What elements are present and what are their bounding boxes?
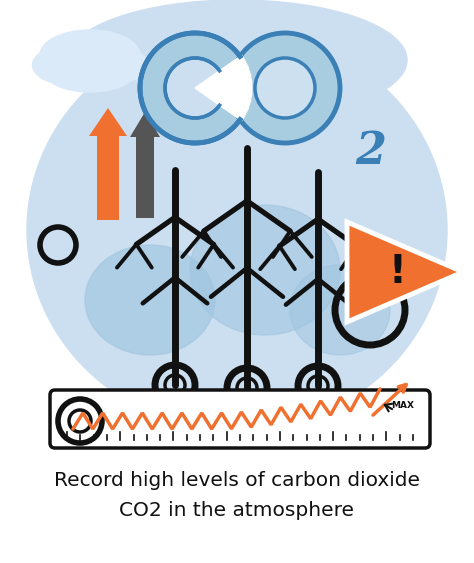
Ellipse shape — [45, 52, 135, 92]
Ellipse shape — [27, 30, 447, 430]
Ellipse shape — [40, 30, 140, 80]
Circle shape — [165, 58, 225, 118]
Ellipse shape — [190, 205, 340, 335]
Ellipse shape — [85, 245, 215, 355]
Ellipse shape — [290, 265, 390, 355]
Text: CO2 in the atmosphere: CO2 in the atmosphere — [119, 501, 355, 520]
Ellipse shape — [88, 47, 148, 83]
Ellipse shape — [33, 46, 98, 84]
Text: MAX: MAX — [392, 401, 414, 410]
Circle shape — [140, 33, 250, 143]
Polygon shape — [347, 222, 463, 322]
FancyBboxPatch shape — [50, 390, 430, 448]
Text: Record high levels of carbon dioxide: Record high levels of carbon dioxide — [54, 471, 420, 489]
Text: 2: 2 — [355, 130, 386, 173]
Ellipse shape — [67, 0, 407, 120]
Polygon shape — [89, 108, 127, 220]
Wedge shape — [195, 55, 252, 120]
Circle shape — [255, 58, 315, 118]
Text: !: ! — [388, 253, 406, 291]
Circle shape — [230, 33, 340, 143]
Polygon shape — [130, 112, 160, 218]
